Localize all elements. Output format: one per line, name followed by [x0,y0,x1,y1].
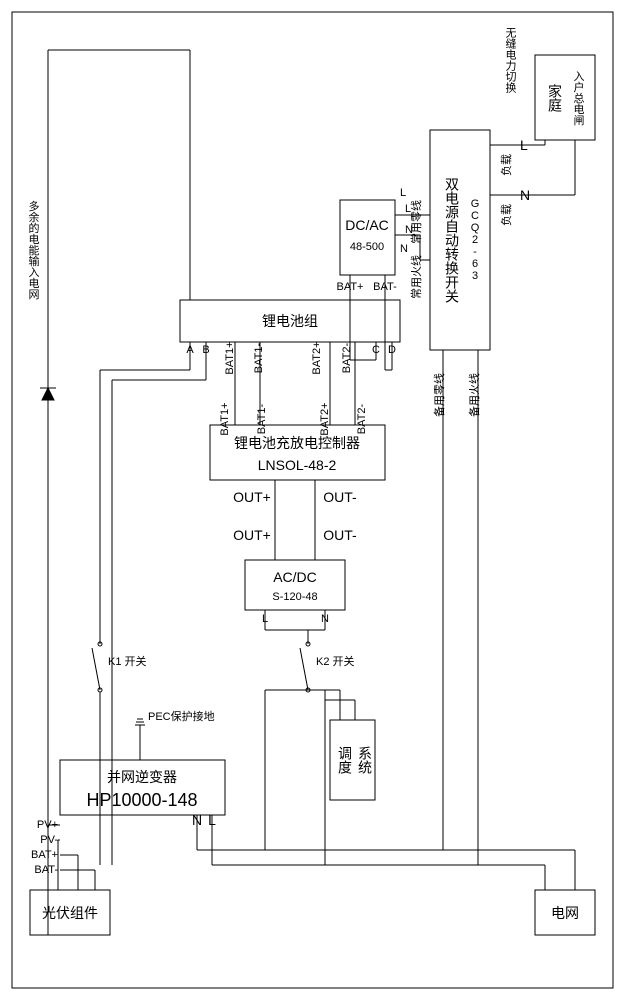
inverter-label2: HP10000-148 [86,790,197,810]
k1-label: K1 开关 [108,654,147,668]
ats-right1: 负载 [499,204,513,226]
batt-bat1m: BAT1- [253,342,265,373]
pv-module-label: 光伏组件 [42,905,98,921]
k2-label: K2 开关 [316,654,355,668]
dispatch-label1: 调度 [337,746,353,774]
ats-label2: GCQ2-63 [469,198,481,282]
dispatch-label2: 系统 [357,746,373,775]
pec-ground-label: PEC保护接地 [148,709,215,723]
ats-left1-sub: N [400,243,408,255]
ats-left0: 常用零线 [409,200,423,244]
ats-top0: 备用零线 [432,373,446,417]
ats-left1: 常用火线 [409,255,423,299]
seamless-annotation: 无缝电力切换 [504,27,517,94]
inverter-label1: 并网逆变器 [107,769,177,785]
acdc-label1: AC/DC [273,569,317,585]
acdc-label2: S-120-48 [272,591,317,603]
diagram-frame [12,12,613,988]
ctrl-bat2m: BAT2- [356,403,368,434]
ctrl-outplus: OUT+ [233,489,271,505]
ats-box [430,130,490,350]
ats-left0-sub: L [400,187,406,199]
household-label2: 入户总电闸 [572,71,585,126]
batt-bat2p: BAT2+ [311,341,323,374]
surplus-annotation: 多余的电能输入电网 [27,199,40,300]
battery-label: 锂电池组 [262,313,318,329]
household-label1: 家庭 [547,83,563,113]
dcac-label1: DC/AC [345,217,389,233]
ctrl-bat1m: BAT1- [256,403,268,434]
ctrl-bat2p: BAT2+ [319,402,331,435]
ats-top1: 备用火线 [467,373,481,417]
pin-batminus: BAT- [34,864,58,876]
system-diagram: 光伏组件 电网 家庭 入户总电闸 并网逆变器 HP10000-148 PV+ P… [0,0,625,1000]
controller-label1: 锂电池充放电控制器 [234,435,360,451]
controller-label2: LNSOL-48-2 [258,457,337,473]
batt-bat2m: BAT2- [341,342,353,373]
ats-right0: 负载 [499,154,513,176]
acdc-outplus: OUT+ [233,527,271,543]
ctrl-bat1p: BAT1+ [219,402,231,435]
household-box [535,55,595,140]
ctrl-outminus: OUT- [323,489,357,505]
pin-pvminus: PV- [40,834,58,846]
pin-batplus: BAT+ [31,849,58,861]
dcac-label2: 48-500 [350,241,384,253]
batt-bat1p: BAT1+ [224,341,236,374]
acdc-outminus: OUT- [323,527,357,543]
dcac-box [340,200,395,275]
grid-label: 电网 [551,905,579,921]
ats-label1: 双电源自动转换开关 [444,177,460,303]
